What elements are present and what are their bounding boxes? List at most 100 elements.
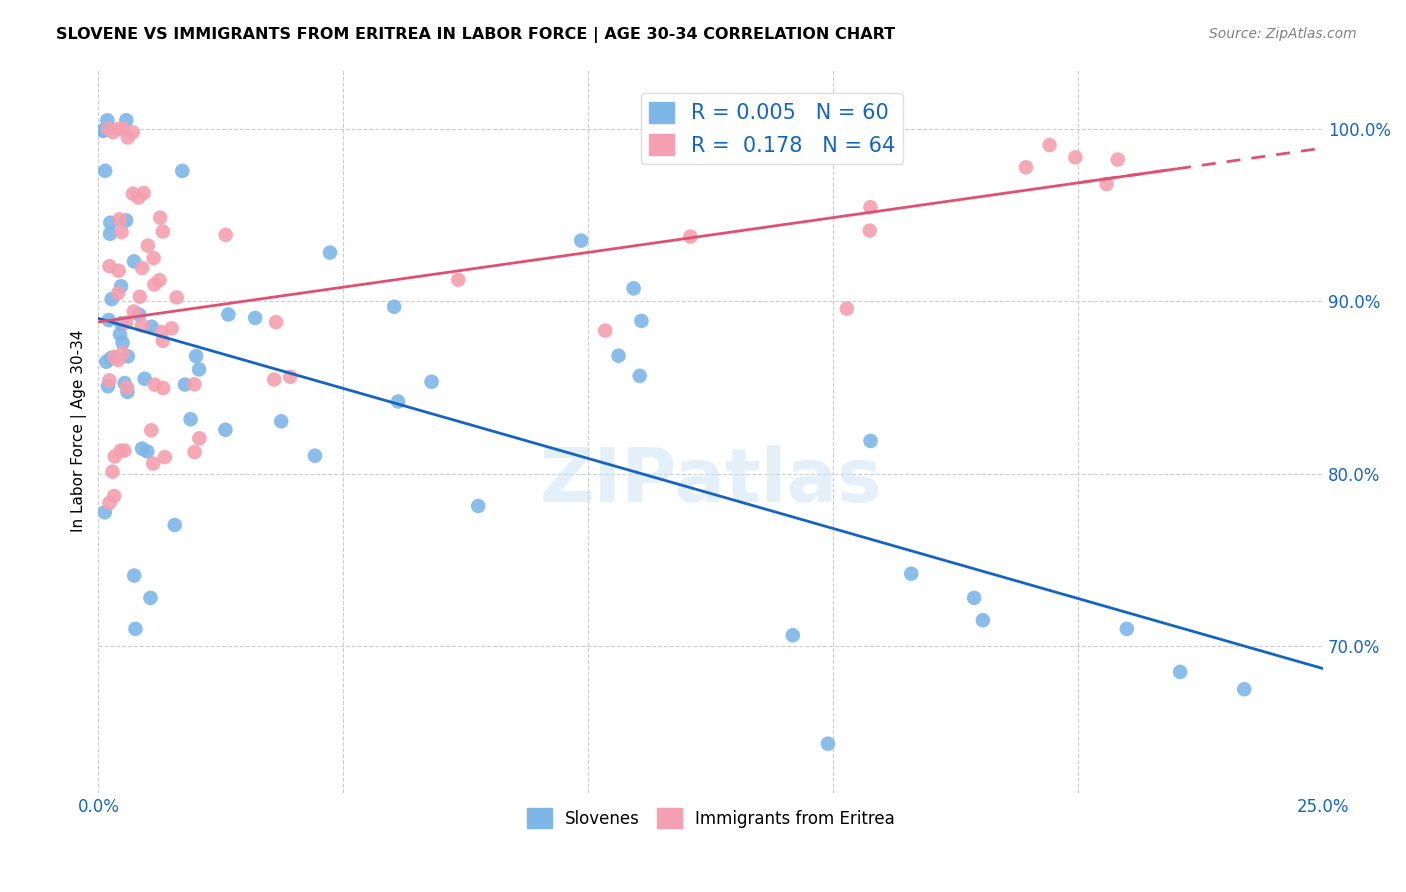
Point [859, 200, 882, 214]
Point [128, 308, 150, 322]
Point [1095, 177, 1118, 191]
Point [136, 238, 159, 252]
Point [115, 381, 138, 395]
Point [447, 273, 470, 287]
Point [153, 450, 176, 464]
Point [782, 628, 804, 642]
Point [152, 381, 174, 395]
Point [122, 254, 145, 268]
Text: ZIPatlas: ZIPatlas [540, 445, 882, 517]
Point [100, 351, 122, 365]
Point [115, 113, 138, 128]
Point [263, 372, 285, 386]
Point [243, 310, 266, 325]
Point [114, 376, 136, 391]
Point [630, 314, 652, 328]
Point [818, 113, 841, 128]
Point [188, 362, 211, 376]
Point [111, 335, 134, 350]
Point [131, 442, 153, 456]
Point [96, 355, 118, 369]
Point [141, 423, 163, 437]
Point [115, 213, 138, 227]
Point [1115, 622, 1137, 636]
Point [184, 349, 207, 363]
Point [817, 737, 839, 751]
Point [107, 353, 129, 368]
Point [1168, 665, 1191, 679]
Point [319, 245, 342, 260]
Point [270, 414, 292, 428]
Point [98, 216, 121, 230]
Point [569, 234, 592, 248]
Point [111, 121, 134, 136]
Point [1107, 153, 1129, 167]
Point [304, 449, 326, 463]
Point [103, 350, 125, 364]
Point [100, 292, 122, 306]
Point [122, 304, 145, 318]
Point [217, 308, 239, 322]
Point [214, 227, 236, 242]
Point [141, 319, 163, 334]
Text: Source: ZipAtlas.com: Source: ZipAtlas.com [1209, 27, 1357, 41]
Point [128, 290, 150, 304]
Point [97, 313, 120, 327]
Point [124, 622, 146, 636]
Point [110, 279, 132, 293]
Point [117, 130, 139, 145]
Point [160, 321, 183, 335]
Point [183, 377, 205, 392]
Point [103, 489, 125, 503]
Point [115, 316, 138, 330]
Point [467, 499, 489, 513]
Point [163, 518, 186, 533]
Point [593, 324, 616, 338]
Point [108, 327, 131, 342]
Point [166, 290, 188, 304]
Point [97, 121, 120, 136]
Point [110, 443, 132, 458]
Point [98, 496, 121, 510]
Point [1015, 161, 1038, 175]
Point [91, 123, 114, 137]
Point [148, 273, 170, 287]
Point [859, 434, 882, 448]
Point [143, 277, 166, 292]
Point [628, 368, 651, 383]
Point [107, 121, 129, 136]
Point [149, 211, 172, 225]
Text: SLOVENE VS IMMIGRANTS FROM ERITREA IN LABOR FORCE | AGE 30-34 CORRELATION CHART: SLOVENE VS IMMIGRANTS FROM ERITREA IN LA… [56, 27, 896, 43]
Point [134, 372, 156, 386]
Point [131, 260, 153, 275]
Point [94, 505, 117, 519]
Point [963, 591, 986, 605]
Point [91, 123, 114, 137]
Point [382, 300, 405, 314]
Point [152, 334, 174, 348]
Point [128, 190, 150, 204]
Point [117, 349, 139, 363]
Point [97, 379, 120, 393]
Point [98, 373, 121, 387]
Point [94, 163, 117, 178]
Point [110, 225, 132, 239]
Point [143, 377, 166, 392]
Point [112, 443, 135, 458]
Point [152, 225, 174, 239]
Point [101, 465, 124, 479]
Point [859, 224, 882, 238]
Point [972, 613, 994, 627]
Point [122, 186, 145, 201]
Point [104, 450, 127, 464]
Legend: Slovenes, Immigrants from Eritrea: Slovenes, Immigrants from Eritrea [520, 801, 901, 835]
Point [117, 384, 139, 399]
Point [183, 445, 205, 459]
Point [107, 286, 129, 301]
Point [188, 431, 211, 445]
Point [136, 444, 159, 458]
Point [387, 394, 409, 409]
Point [107, 263, 129, 277]
Point [142, 457, 165, 471]
Point [420, 375, 443, 389]
